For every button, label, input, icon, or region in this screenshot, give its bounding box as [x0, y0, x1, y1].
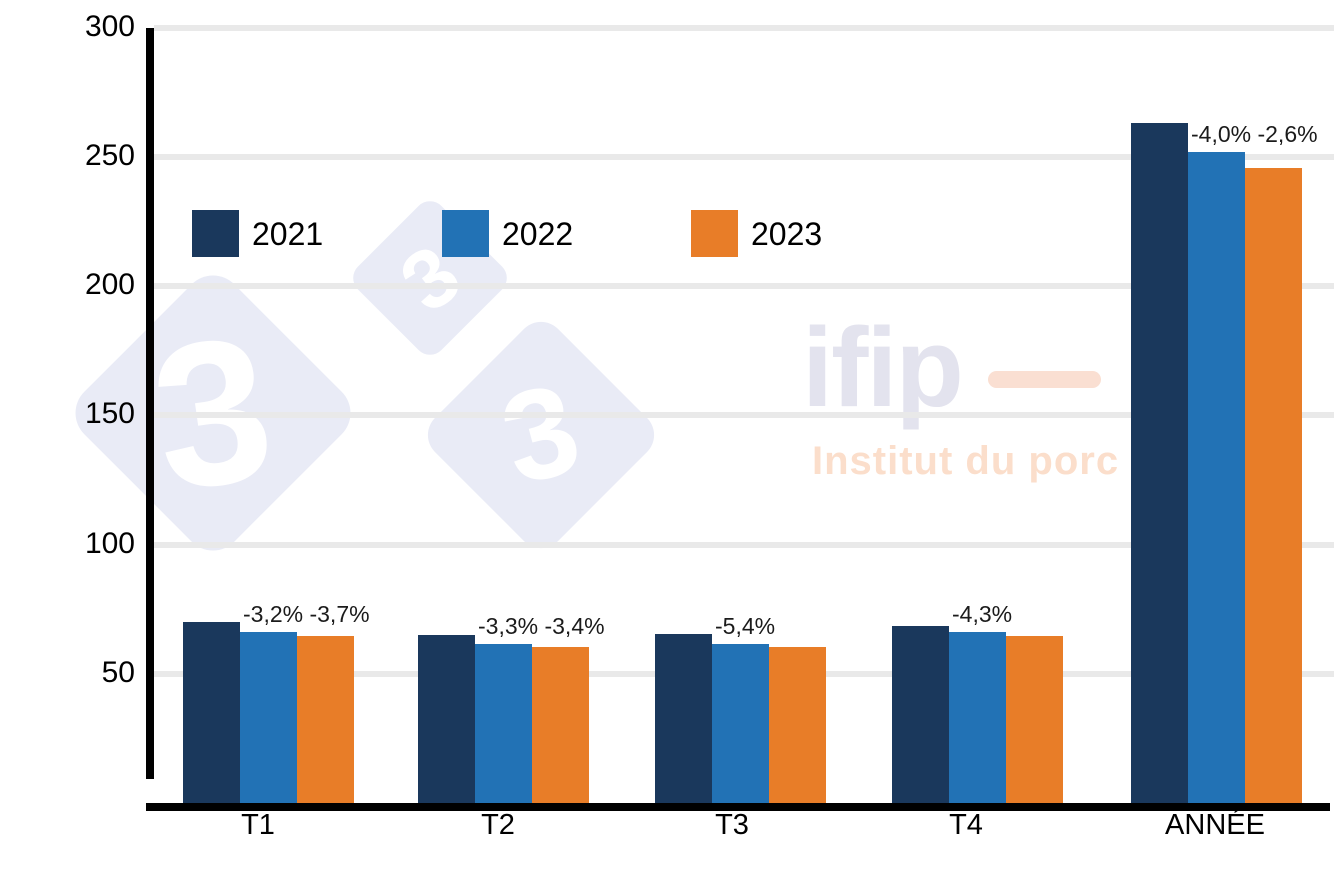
watermark-ifip-brand: ifip [802, 305, 964, 430]
x-label-T2: T2 [481, 809, 515, 841]
x-label-T1: T1 [241, 809, 275, 841]
pct-label-T4: -4,3% [952, 601, 1013, 628]
x-label-T4: T4 [949, 809, 983, 841]
watermark-diamond-medium: 3 [417, 311, 665, 559]
gridline-250 [154, 153, 1334, 160]
y-tick-label-150: 150 [84, 397, 135, 431]
bar-2022-T3 [712, 644, 769, 803]
bar-2022-T2 [475, 644, 532, 803]
pct-label-T1: -3,2% -3,7% [243, 601, 370, 628]
bar-2023-T3 [769, 647, 826, 803]
pct-label-T3: -5,4% [715, 613, 776, 640]
bar-2022-T1 [240, 632, 297, 803]
legend-label-2023: 2023 [751, 216, 823, 252]
bar-2021-T1 [183, 622, 240, 803]
watermark-ifip-dash [988, 371, 1101, 388]
legend-swatch-2021 [192, 210, 239, 257]
x-label-ANNÉE: ANNÉE [1165, 809, 1265, 841]
y-axis-line [146, 28, 154, 779]
gridline-100 [154, 541, 1334, 548]
watermark-ifip-subtitle: Institut du porc [812, 439, 1120, 483]
gridline-200 [154, 283, 1334, 289]
pct-label-T2: -3,3% -3,4% [478, 613, 605, 640]
y-tick-label-250: 250 [84, 138, 135, 172]
bar-2021-T3 [655, 634, 712, 803]
legend-swatch-2022 [442, 210, 489, 257]
x-axis-line [146, 803, 1330, 811]
gridline-150 [154, 412, 1334, 419]
bar-2021-ANNÉE [1131, 123, 1188, 803]
x-label-T3: T3 [715, 809, 749, 841]
bar-2022-T4 [949, 632, 1006, 803]
gridline-300 [154, 24, 1334, 31]
bar-2023-T4 [1006, 636, 1063, 803]
bar-2023-T2 [532, 647, 589, 803]
bar-2021-T4 [892, 626, 949, 803]
legend-swatch-2023 [691, 210, 738, 257]
y-tick-label-100: 100 [84, 526, 135, 560]
bar-2022-ANNÉE [1188, 152, 1245, 803]
bar-2023-ANNÉE [1245, 168, 1302, 803]
bar-2023-T1 [297, 636, 354, 803]
y-tick-label-50: 50 [101, 655, 135, 689]
legend-label-2021: 2021 [252, 216, 324, 252]
bar-2021-T2 [418, 635, 475, 803]
legend-label-2022: 2022 [502, 216, 574, 252]
pct-label-ANNÉE: -4,0% -2,6% [1191, 120, 1318, 147]
y-tick-label-200: 200 [84, 268, 135, 301]
watermark-three-glyph: 3 [487, 356, 594, 513]
y-tick-label-300: 300 [84, 9, 135, 43]
